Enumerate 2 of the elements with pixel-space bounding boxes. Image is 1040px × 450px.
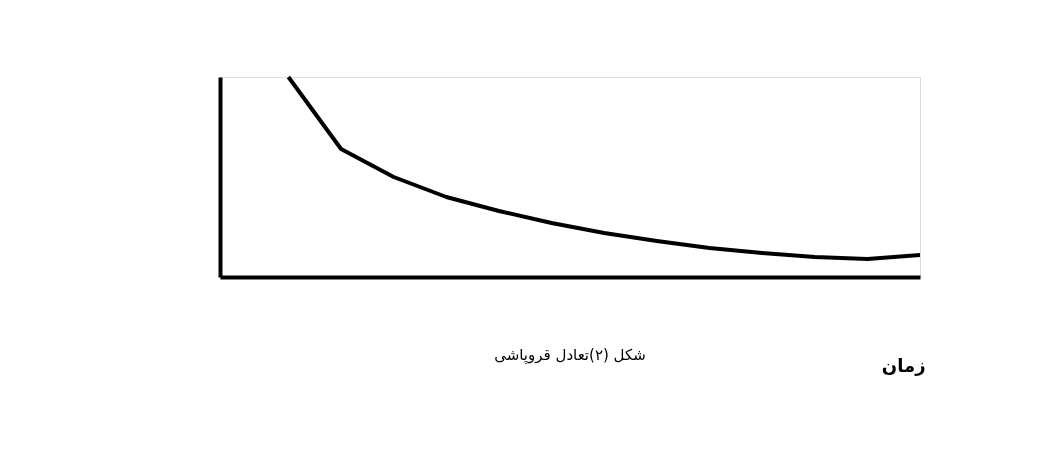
x-axis-title: زمان xyxy=(881,354,926,376)
text: شکل (۲)تعادل قروپاشی xyxy=(494,346,646,365)
